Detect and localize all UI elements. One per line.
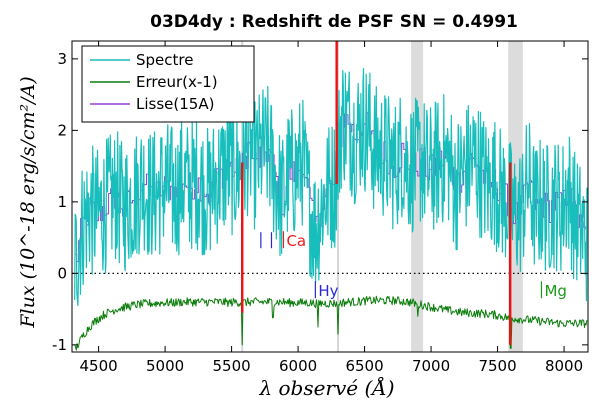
y-tick-label-2: 1 — [57, 193, 67, 211]
annotation-label-0: Ca — [286, 232, 306, 250]
x-tick-label-1: 5000 — [146, 357, 184, 375]
series-line-0 — [74, 68, 588, 306]
y-tick-label-3: 2 — [57, 121, 67, 139]
series-line-1 — [74, 295, 588, 351]
chart-title: 03D4dy : Redshift de PSF SN = 0.4991 — [150, 12, 518, 32]
line-annotations: Ca Hy Mg — [260, 231, 567, 300]
x-tick-label-7: 8000 — [545, 357, 583, 375]
y-tick-label-0: -1 — [52, 336, 67, 354]
red-spikes — [241, 41, 512, 345]
x-tick-label-3: 6000 — [279, 357, 317, 375]
x-tick-label-2: 5500 — [212, 357, 250, 375]
legend: Spectre Erreur(x-1) Lisse(15A) — [81, 45, 255, 123]
legend-box — [81, 45, 255, 123]
plot-frame — [71, 40, 589, 353]
series-layer — [74, 68, 588, 351]
y-axis-label: Flux (10^-18 erg/s/cm²/A) — [17, 76, 39, 328]
annotation-label-2: Mg — [544, 282, 566, 300]
shaded-band-0 — [411, 41, 424, 352]
y-tick-label-4: 3 — [57, 50, 67, 68]
annotation-label-1: Hy — [318, 282, 338, 300]
x-tick-label-6: 7500 — [478, 357, 516, 375]
y-tick-label-1: 0 — [57, 264, 67, 282]
legend-label-1: Erreur(x-1) — [136, 73, 218, 91]
legend-label-0: Spectre — [136, 51, 193, 69]
axes: 4500 5000 5500 6000 6500 7000 7500 8000 -1 0 1 2 3 — [52, 41, 588, 375]
x-axis-label: λ observé (Å) — [258, 375, 394, 400]
legend-label-2: Lisse(15A) — [136, 95, 214, 113]
x-tick-label-0: 4500 — [80, 357, 118, 375]
x-tick-label-5: 7000 — [412, 357, 450, 375]
x-tick-label-4: 6500 — [345, 357, 383, 375]
